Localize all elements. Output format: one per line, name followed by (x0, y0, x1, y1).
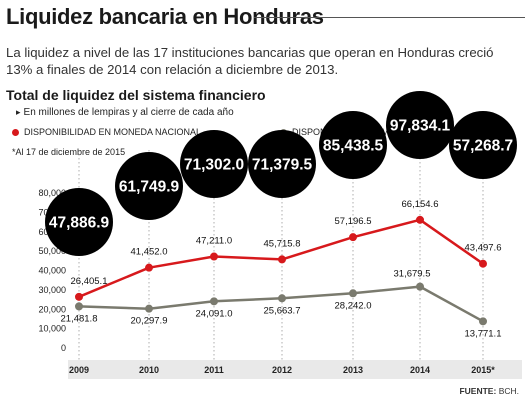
source-label: FUENTE: (459, 386, 497, 396)
x-tick-label: 2012 (272, 365, 292, 375)
x-axis-band (68, 360, 522, 379)
x-tick-label: 2013 (343, 365, 363, 375)
total-bubble-label: 71,302.0 (184, 157, 244, 174)
x-tick-label: 2011 (204, 365, 224, 375)
point-extranjera (210, 297, 218, 306)
total-bubble (319, 111, 387, 179)
data-label-extranjera: 20,297.9 (131, 316, 168, 327)
data-label-nacional: 43,497.6 (465, 243, 502, 254)
point-nacional (210, 252, 218, 261)
y-tick-label: 40,000 (38, 266, 66, 276)
total-bubble-label: 57,268.7 (453, 138, 513, 155)
point-extranjera (278, 294, 286, 303)
data-label-extranjera: 21,481.8 (61, 313, 98, 324)
point-nacional (479, 259, 487, 268)
total-bubble (449, 111, 517, 179)
total-bubble-label: 61,749.9 (119, 179, 180, 196)
y-tick-label: 50,000 (38, 246, 66, 256)
source-value: BCH. (498, 386, 519, 396)
data-label-extranjera: 13,771.1 (465, 328, 502, 339)
data-label-nacional: 45,715.8 (264, 238, 301, 249)
y-tick-label: 30,000 (38, 285, 66, 295)
headline: Liquidez bancaria en Honduras (6, 4, 324, 29)
total-bubble-label: 71,379.5 (252, 157, 313, 174)
total-bubble (248, 130, 316, 198)
data-label-nacional: 66,154.6 (402, 199, 439, 210)
triangle-icon: ▸ (16, 107, 21, 117)
point-nacional (278, 255, 286, 264)
chart-subhead: Total de liquidez del sistema financiero (6, 87, 266, 103)
x-tick-label: 2014 (410, 365, 430, 375)
legend-label-nacional: DISPONIBILIDAD EN MONEDA NACIONAL (24, 127, 202, 137)
y-tick-label: 10,000 (38, 324, 66, 334)
point-extranjera (349, 289, 357, 298)
x-tick-label: 2015* (471, 365, 495, 375)
point-extranjera (416, 282, 424, 291)
total-bubble-label: 97,834.1 (390, 118, 451, 135)
point-nacional (145, 263, 153, 272)
data-label-extranjera: 31,679.5 (394, 269, 431, 280)
point-nacional (75, 292, 83, 301)
source-note: FUENTE: BCH. (459, 386, 519, 396)
total-bubble (386, 91, 454, 159)
total-bubble-label: 47,886.9 (49, 215, 110, 232)
data-label-nacional: 26,405.1 (71, 276, 108, 287)
y-tick-label: 20,000 (38, 304, 66, 314)
total-bubble-label: 85,438.5 (323, 138, 384, 155)
point-extranjera (479, 317, 487, 326)
headline-rule (254, 17, 525, 18)
data-label-extranjera: 25,663.7 (264, 305, 301, 316)
lede-paragraph: La liquidez a nivel de las 17 institucio… (6, 45, 494, 77)
total-bubble (180, 130, 248, 198)
data-label-nacional: 57,196.5 (335, 216, 372, 227)
data-label-extranjera: 28,242.0 (335, 300, 372, 311)
legend-dot-red-icon (12, 128, 19, 136)
y-tick-label: 80,000 (38, 188, 66, 198)
data-label-nacional: 41,452.0 (131, 247, 168, 258)
point-nacional (349, 233, 357, 242)
unit-note-text: En millones de lempiras y al cierre de c… (23, 107, 234, 118)
x-tick-label: 2010 (139, 365, 159, 375)
data-label-nacional: 47,211.0 (196, 236, 232, 247)
x-tick-label: 2009 (69, 365, 89, 375)
data-label-extranjera: 24,091.0 (196, 308, 233, 319)
total-bubble (45, 188, 113, 256)
unit-note: ▸ En millones de lempiras y al cierre de … (16, 107, 234, 118)
point-nacional (416, 215, 424, 224)
legend-item-nacional: DISPONIBILIDAD EN MONEDA NACIONAL (12, 127, 201, 137)
chart-footnote: *Al 17 de diciembre de 2015 (12, 147, 126, 157)
total-bubble (115, 152, 183, 220)
point-extranjera (145, 304, 153, 313)
point-extranjera (75, 302, 83, 311)
y-tick-label: 0 (61, 343, 66, 353)
